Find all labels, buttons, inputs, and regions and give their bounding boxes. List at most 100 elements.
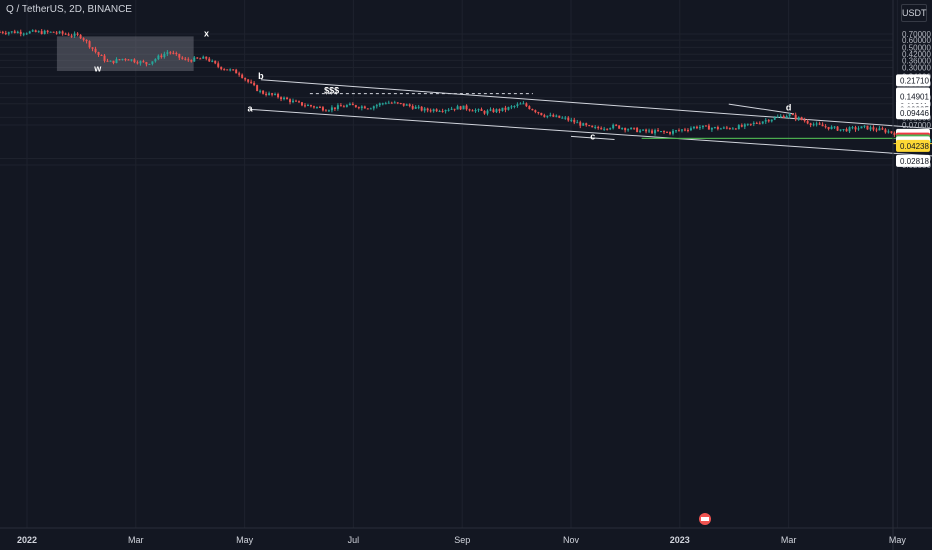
candle-body: [492, 109, 495, 113]
candle-body: [295, 100, 298, 102]
candle-body: [274, 93, 277, 95]
candle-body: [100, 54, 103, 56]
time-tick-label: May: [236, 535, 254, 545]
candle-body: [360, 106, 363, 109]
candle-body: [857, 128, 860, 130]
candle-body: [851, 127, 854, 129]
candle-body: [121, 58, 124, 60]
candle-body: [821, 124, 824, 127]
candle-body: [597, 126, 600, 129]
candle-body: [800, 117, 803, 120]
candle-body: [573, 119, 576, 123]
price-badge: [896, 90, 930, 103]
candle-body: [61, 31, 64, 34]
candle-body: [160, 55, 163, 58]
candle-body: [211, 60, 214, 62]
candle-body: [229, 69, 232, 71]
candle-body: [193, 57, 196, 62]
candle-body: [746, 123, 749, 125]
candle-body: [64, 33, 67, 35]
price-badge: [896, 107, 930, 120]
candle-body: [806, 121, 809, 124]
candle-body: [300, 102, 303, 106]
candle-body: [893, 132, 896, 135]
candle-body: [151, 61, 154, 64]
candle-body: [543, 115, 546, 117]
candle-body: [85, 39, 88, 42]
candle-body: [663, 131, 666, 133]
price-tick-label: 0.36000: [902, 56, 931, 65]
candle-body: [324, 110, 327, 112]
candle-body: [642, 129, 645, 131]
candle-body: [333, 107, 336, 109]
currency-button[interactable]: USDT: [901, 4, 927, 22]
candles: [0, 29, 932, 143]
candle-body: [582, 123, 585, 126]
candle-body: [330, 107, 333, 111]
candle-body: [773, 117, 776, 120]
candle-body: [184, 58, 187, 60]
candle-body: [25, 33, 28, 35]
candle-body: [37, 31, 40, 33]
candle-body: [432, 109, 435, 112]
candle-body: [79, 34, 82, 39]
price-axis: 0.700000.600000.500000.420000.360000.300…: [892, 0, 931, 550]
candle-body: [824, 126, 827, 128]
price-badge: [896, 139, 930, 152]
candle-body: [438, 111, 441, 113]
candle-body: [621, 127, 624, 129]
candle-body: [794, 114, 797, 119]
candle-body: [190, 60, 193, 62]
candle-body: [196, 57, 199, 59]
price-tick-label: 0.60000: [902, 36, 931, 45]
candle-body: [752, 122, 755, 124]
candle-body: [609, 128, 612, 130]
candle-body: [429, 110, 432, 112]
candle-body: [710, 127, 713, 130]
candle-body: [585, 123, 588, 126]
candle-body: [468, 109, 471, 111]
channel-bottom-line: [250, 108, 932, 157]
candle-body: [743, 124, 746, 127]
candle-body: [265, 93, 268, 95]
time-tick-label: Nov: [563, 535, 580, 545]
candle-body: [561, 117, 564, 119]
candle-body: [594, 126, 597, 128]
candle-body: [513, 105, 516, 107]
candle-body: [701, 125, 704, 128]
candle-body: [94, 48, 97, 53]
candle-body: [558, 115, 561, 118]
time-tick-label: May: [889, 535, 907, 545]
candle-body: [731, 128, 734, 130]
candle-body: [636, 127, 639, 133]
candle-body: [202, 56, 205, 59]
candle-body: [315, 106, 318, 108]
candle-body: [369, 108, 372, 110]
candle-body: [522, 103, 525, 105]
time-tick-label: 2022: [17, 535, 37, 545]
candle-body: [271, 93, 274, 95]
candle-body: [447, 109, 450, 111]
candle-body: [309, 105, 312, 107]
candle-body: [758, 123, 761, 125]
candle-body: [115, 59, 118, 63]
time-tick-label: Sep: [454, 535, 470, 545]
candle-body: [435, 109, 438, 112]
candle-body: [866, 125, 869, 130]
candle-body: [618, 125, 621, 129]
candle-body: [292, 100, 295, 103]
candle-body: [519, 103, 522, 105]
candle-body: [854, 127, 857, 130]
candle-body: [244, 77, 247, 80]
candle-body: [226, 69, 229, 71]
candle-body: [163, 53, 166, 58]
candle-body: [205, 56, 208, 59]
candle-body: [510, 106, 513, 108]
candle-body: [366, 108, 369, 110]
candle-body: [148, 63, 151, 65]
candle-body: [441, 111, 444, 113]
candle-body: [166, 52, 169, 54]
candle-body: [22, 33, 25, 35]
candle-body: [103, 55, 106, 61]
